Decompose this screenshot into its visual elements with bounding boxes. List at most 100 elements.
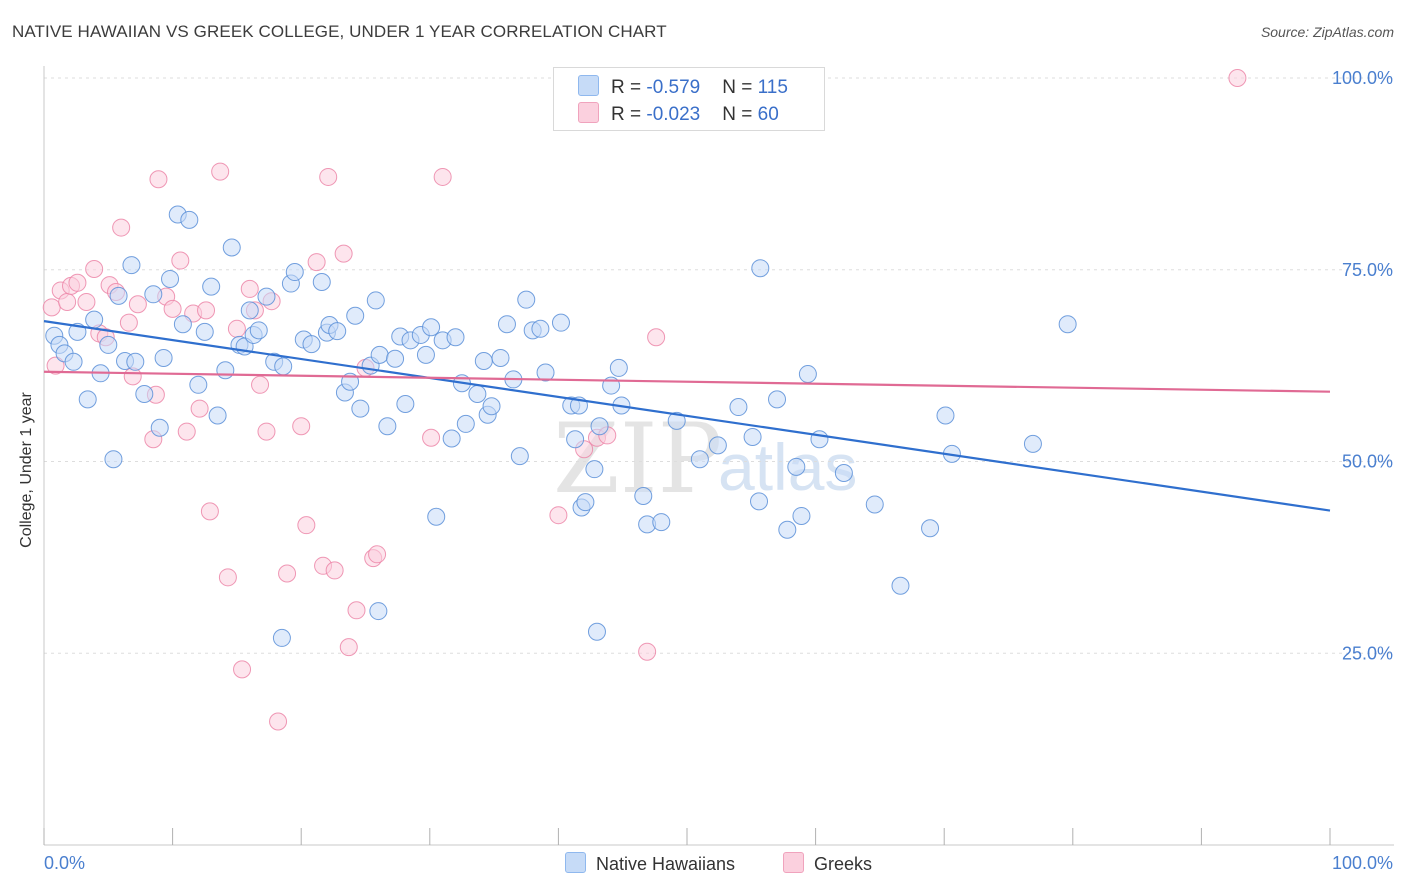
native-hawaiian-point bbox=[497, 315, 516, 334]
greek-point bbox=[42, 298, 61, 317]
native-hawaiian-point bbox=[474, 352, 493, 371]
axes bbox=[43, 66, 1394, 846]
native-hawaiian-point bbox=[690, 450, 709, 469]
r-label: R = bbox=[611, 77, 647, 98]
native-hawaiian-point bbox=[456, 414, 475, 433]
greek-point bbox=[149, 170, 168, 189]
native-hawaiian-point bbox=[416, 345, 435, 364]
native-hawaiian-point bbox=[446, 328, 465, 347]
native-hawaiian-point bbox=[1058, 315, 1077, 334]
greek-point bbox=[227, 319, 246, 338]
native-hawaiian-point bbox=[302, 335, 321, 354]
native-hawaiian-point bbox=[161, 269, 180, 288]
greek-point bbox=[334, 244, 353, 263]
r-value: -0.023 bbox=[646, 104, 701, 125]
r-label: R = bbox=[611, 104, 647, 125]
n-value: 115 bbox=[757, 77, 788, 98]
native-hawaiian-point bbox=[378, 417, 397, 436]
source-note: Source: ZipAtlas.com bbox=[1260, 24, 1394, 40]
greek-point bbox=[278, 564, 297, 583]
native-hawaiian-point bbox=[135, 385, 154, 404]
greek-point bbox=[240, 279, 259, 298]
native-hawaiian-point bbox=[78, 390, 97, 409]
greek-point bbox=[46, 356, 65, 375]
native-hawaiian-point bbox=[609, 358, 628, 377]
stats-box: R = -0.579 N = 115 R = -0.023 N = 60 bbox=[553, 67, 825, 131]
native-hawaiian-point bbox=[64, 352, 83, 371]
legend-greeks[interactable]: Greeks bbox=[783, 852, 872, 875]
greek-point bbox=[269, 712, 288, 731]
native-hawaiian-point bbox=[144, 285, 163, 304]
native-hawaiian-point bbox=[442, 429, 461, 448]
greek-point bbox=[297, 516, 316, 535]
native-hawaiian-point bbox=[536, 363, 555, 382]
native-hawaiian-point bbox=[590, 417, 609, 436]
native-hawaiian-point bbox=[708, 436, 727, 455]
greek-point bbox=[58, 292, 77, 311]
legend-label: Native Hawaiians bbox=[596, 854, 736, 874]
greek-point bbox=[112, 218, 131, 237]
native-hawaiian-point bbox=[369, 602, 388, 621]
greek-point bbox=[233, 660, 252, 679]
native-hawaiian-point bbox=[743, 427, 762, 446]
native-hawaiian-point bbox=[427, 507, 446, 526]
greek-point bbox=[368, 545, 387, 564]
native-hawaiian-point bbox=[222, 238, 241, 257]
native-hawaiian-point bbox=[216, 361, 235, 380]
native-hawaiian-point bbox=[510, 447, 529, 466]
legend-swatch-pink bbox=[783, 852, 804, 873]
y-tick-label: 25.0% bbox=[1342, 643, 1393, 663]
legend-label: Greeks bbox=[814, 854, 873, 874]
y-tick-label: 100.0% bbox=[1332, 68, 1393, 88]
native-hawaiian-point bbox=[531, 319, 550, 338]
y-axis-label-wrap: College, Under 1 year bbox=[16, 340, 38, 600]
greek-point bbox=[128, 295, 147, 314]
native-hawaiian-point bbox=[285, 263, 304, 282]
greek-point bbox=[119, 313, 138, 332]
legend-native-hawaiians[interactable]: Native Hawaiians bbox=[565, 852, 735, 875]
native-hawaiian-point bbox=[652, 513, 671, 532]
native-hawaiian-point bbox=[99, 335, 118, 354]
greek-point bbox=[68, 273, 87, 292]
native-hawaiian-point bbox=[576, 493, 595, 512]
native-hawaiian-point bbox=[517, 290, 536, 309]
greek-point bbox=[422, 428, 441, 447]
native-hawaiian-point bbox=[634, 487, 653, 506]
native-hawaiian-point bbox=[891, 576, 910, 595]
x-tick-label: 0.0% bbox=[44, 853, 85, 873]
greek-point bbox=[211, 162, 230, 181]
r-value: -0.579 bbox=[646, 77, 701, 98]
greek-point bbox=[307, 253, 326, 272]
native-hawaiian-point bbox=[154, 348, 173, 367]
greek-point bbox=[251, 375, 270, 394]
n-value: 60 bbox=[757, 104, 779, 125]
greek-point bbox=[325, 561, 344, 580]
native-hawaiian-point bbox=[491, 348, 510, 367]
y-tick-label: 75.0% bbox=[1342, 260, 1393, 280]
native-hawaiian-point bbox=[109, 286, 128, 305]
native-hawaiian-point bbox=[180, 210, 199, 229]
native-hawaiian-point bbox=[85, 310, 104, 329]
native-hawaiian-point bbox=[396, 394, 415, 413]
native-hawaiian-point bbox=[1023, 434, 1042, 453]
native-hawaiian-point bbox=[249, 321, 268, 340]
greek-point bbox=[200, 502, 219, 521]
greek-point bbox=[163, 299, 182, 318]
y-axis-label: College, Under 1 year bbox=[18, 392, 35, 548]
stats-swatch-blue bbox=[578, 75, 599, 96]
native-hawaiian-point bbox=[751, 259, 770, 278]
greek-point bbox=[433, 167, 452, 186]
greek-point bbox=[197, 301, 216, 320]
native-hawaiian-point bbox=[173, 315, 192, 334]
greek-point bbox=[218, 568, 237, 587]
native-hawaiian-point bbox=[195, 322, 214, 341]
native-hawaiian-point bbox=[312, 273, 331, 292]
native-hawaiian-point bbox=[551, 313, 570, 332]
native-hawaiian-point bbox=[208, 406, 227, 425]
greek-point bbox=[85, 259, 104, 278]
native-hawaiian-point bbox=[366, 291, 385, 310]
stats-swatch-pink bbox=[578, 102, 599, 123]
native-hawaiian-point bbox=[921, 519, 940, 538]
native-hawaiian-point bbox=[240, 301, 259, 320]
native-hawaiian-point bbox=[810, 430, 829, 449]
